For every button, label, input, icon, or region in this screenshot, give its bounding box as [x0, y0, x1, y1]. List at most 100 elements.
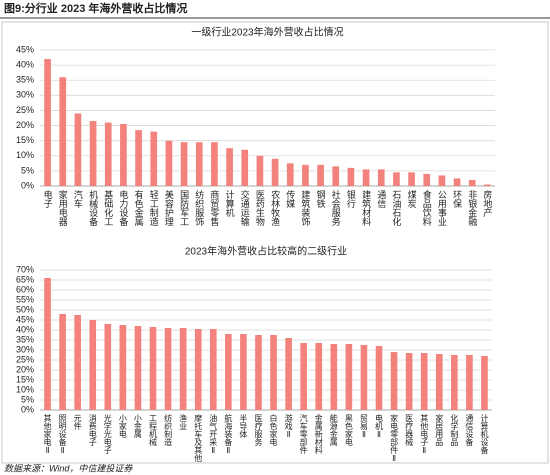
- y-tick-label: 40%: [16, 324, 34, 334]
- y-tick-label: 25%: [16, 105, 34, 115]
- bar: [423, 173, 431, 186]
- bar: [285, 338, 292, 410]
- bar: [59, 314, 66, 410]
- x-tick-label: 摩托车及其他: [194, 413, 203, 463]
- y-tick-label: 45%: [16, 44, 34, 54]
- bar: [225, 334, 232, 410]
- x-tick-label: 煤炭: [407, 189, 417, 209]
- bar: [134, 326, 142, 410]
- bar: [149, 327, 157, 410]
- bar: [119, 325, 127, 410]
- x-tick-label: 汽车: [73, 189, 83, 209]
- bar: [120, 124, 127, 186]
- bar: [453, 178, 461, 186]
- x-tick-label: 电力设备: [118, 189, 128, 226]
- x-tick-label: 房地产: [482, 189, 492, 218]
- bar: [209, 329, 217, 410]
- bar: [240, 334, 247, 410]
- figure-title: 图9:分行业 2023 年海外营收占比情况: [4, 1, 187, 15]
- x-tick-label: 环保: [452, 190, 462, 209]
- bar: [59, 77, 67, 186]
- x-tick-label: 半导体: [239, 413, 248, 439]
- bar: [362, 169, 370, 186]
- bar: [74, 113, 82, 186]
- bar: [241, 149, 249, 186]
- bar: [405, 353, 413, 410]
- y-tick-label: 35%: [16, 75, 34, 85]
- x-tick-label: 元件: [73, 414, 82, 431]
- y-tick-label: 5%: [21, 165, 34, 175]
- x-tick-label: 游戏Ⅱ: [284, 413, 293, 439]
- x-tick-label: 光学光电子: [103, 413, 112, 454]
- chart-title: 一级行业2023年海外营收占比情况: [191, 26, 343, 39]
- bar: [165, 140, 173, 186]
- bar: [451, 355, 458, 410]
- x-tick-label: 国防军工: [179, 190, 189, 226]
- x-tick-label: 贸易Ⅱ: [359, 413, 368, 439]
- x-tick-label: 汽车零部件: [299, 413, 308, 455]
- bar: [271, 158, 279, 186]
- x-tick-label: 建筑装饰: [300, 189, 310, 227]
- y-tick-label: 10%: [16, 150, 34, 160]
- x-tick-label: 计算机: [225, 189, 235, 218]
- x-tick-label: 银行: [346, 189, 356, 209]
- y-tick-label: 30%: [16, 344, 34, 354]
- bar: [195, 142, 203, 186]
- x-tick-label: 非银金融: [467, 189, 477, 227]
- x-tick-label: 医疗器械: [405, 414, 414, 447]
- x-tick-label: 通信: [376, 190, 386, 209]
- bar: [375, 346, 383, 410]
- x-tick-label: 航海装备Ⅱ: [224, 413, 233, 455]
- y-tick-label: 0%: [21, 180, 34, 190]
- x-tick-label: 社会服务: [331, 189, 341, 227]
- x-tick-label: 轻工制造: [149, 189, 159, 227]
- bar: [44, 278, 51, 410]
- bar: [211, 142, 218, 186]
- x-tick-label: 工程机械: [149, 414, 158, 447]
- x-tick-label: 石油石化: [391, 190, 401, 227]
- bar: [180, 142, 188, 186]
- bar: [179, 328, 187, 410]
- bar: [300, 343, 307, 410]
- x-tick-label: 能源金属: [329, 413, 338, 447]
- x-tick-label: 通信设备: [465, 413, 474, 447]
- y-tick-label: 25%: [16, 354, 34, 364]
- y-tick-label: 50%: [16, 304, 34, 314]
- x-tick-label: 金属新材料: [314, 413, 323, 455]
- bar: [150, 131, 158, 186]
- x-tick-label: 电机Ⅱ: [375, 413, 384, 439]
- chart-title: 2023年海外营收占比较高的二级行业: [185, 245, 347, 258]
- x-tick-label: 机械设备: [88, 189, 98, 226]
- x-tick-label: 黑色家电: [344, 414, 353, 446]
- bar: [393, 172, 400, 186]
- x-tick-label: 传媒: [285, 189, 295, 209]
- bar: [286, 163, 294, 186]
- x-tick-label: 有色金属: [134, 189, 144, 227]
- y-tick-label: 20%: [16, 120, 34, 130]
- y-tick-label: 0%: [21, 404, 34, 414]
- x-tick-label: 公用事业: [437, 190, 447, 226]
- bar: [466, 355, 473, 410]
- y-tick-label: 60%: [16, 284, 34, 294]
- bar: [420, 353, 428, 410]
- bar: [135, 130, 142, 186]
- bar: [377, 169, 385, 186]
- y-tick-label: 5%: [21, 394, 34, 404]
- frame: [1, 21, 549, 464]
- source-note: 数据来源：Wind，中信建投证券: [4, 463, 133, 473]
- bar: [270, 335, 277, 410]
- x-tick-label: 渔业: [179, 413, 188, 430]
- bar: [104, 324, 112, 410]
- x-tick-label: 基础化工: [103, 189, 113, 226]
- bar: [44, 59, 51, 186]
- bar: [317, 164, 324, 186]
- y-tick-label: 55%: [16, 294, 34, 304]
- bar: [332, 166, 340, 186]
- y-tick-label: 15%: [16, 135, 34, 145]
- bar: [408, 172, 415, 186]
- bar: [468, 179, 476, 186]
- bar: [330, 344, 338, 410]
- y-tick-label: 65%: [16, 274, 34, 284]
- y-tick-label: 20%: [16, 364, 34, 374]
